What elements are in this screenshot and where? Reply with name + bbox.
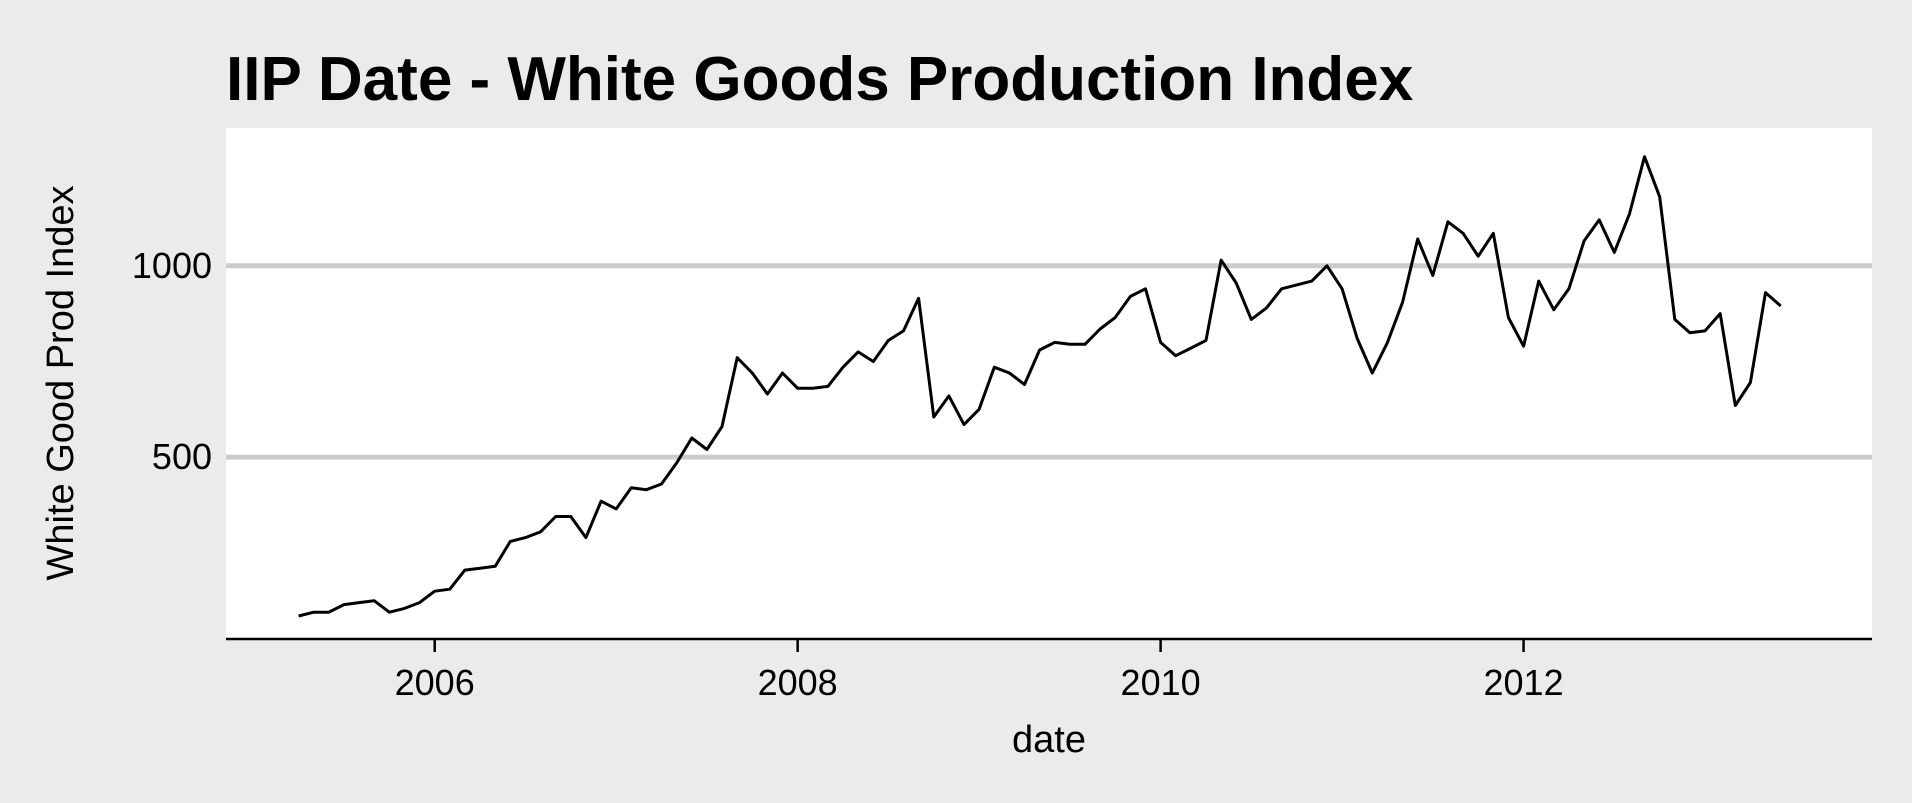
chart-title: IIP Date - White Goods Production Index — [226, 45, 1414, 114]
x-tick-label: 2006 — [395, 662, 475, 703]
plot-panel — [226, 128, 1872, 639]
y-axis-label: White Good Prod Index — [40, 186, 82, 581]
x-axis-ticks: 2006 2008 2010 2012 — [395, 639, 1564, 703]
y-tick-label: 1000 — [132, 245, 212, 286]
series-line — [298, 155, 1782, 618]
y-axis-ticks: 500 1000 — [132, 245, 212, 477]
gridlines — [226, 263, 1872, 460]
x-tick-label: 2010 — [1121, 662, 1201, 703]
y-tick-label: 500 — [152, 436, 212, 477]
x-axis-label: date — [1012, 719, 1086, 761]
x-tick-label: 2012 — [1484, 662, 1564, 703]
x-tick-label: 2008 — [758, 662, 838, 703]
